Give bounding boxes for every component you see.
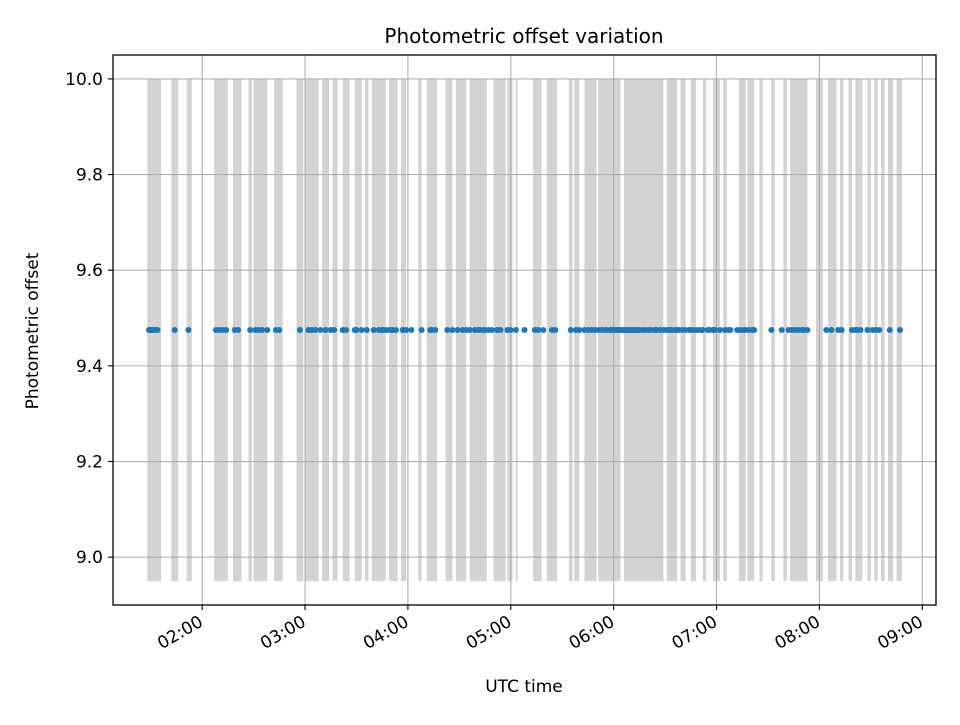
- x-axis-label: UTC time: [485, 677, 563, 697]
- data-point-0-18: [264, 327, 271, 333]
- data-point-0-50: [444, 327, 451, 333]
- data-point-0-17: [259, 327, 266, 333]
- data-point-0-24: [312, 327, 319, 333]
- data-point-0-71: [540, 327, 547, 333]
- data-point-0-52: [454, 327, 461, 333]
- data-points: [146, 327, 903, 333]
- data-point-0-74: [567, 327, 574, 333]
- data-point-0-162: [876, 327, 883, 333]
- data-point-0-76: [576, 327, 583, 333]
- y-tick-label-5: 10.0: [65, 70, 103, 90]
- data-point-0-131: [716, 327, 723, 333]
- data-point-0-46: [418, 327, 425, 333]
- data-point-0-163: [886, 327, 893, 333]
- data-point-0-42: [392, 327, 399, 333]
- exposure-band-41: [759, 78, 763, 582]
- data-point-0-67: [512, 327, 519, 333]
- data-point-0-7: [185, 327, 192, 333]
- data-point-0-143: [778, 327, 785, 333]
- exposure-band-52: [881, 78, 885, 582]
- data-point-0-45: [408, 327, 415, 333]
- data-point-0-126: [699, 327, 706, 333]
- data-point-0-5: [154, 327, 161, 333]
- data-point-0-35: [370, 327, 377, 333]
- data-point-0-134: [727, 327, 734, 333]
- data-point-0-49: [432, 327, 439, 333]
- data-point-0-6: [171, 327, 178, 333]
- y-tick-label-0: 9.0: [76, 548, 103, 568]
- data-point-0-33: [358, 327, 365, 333]
- data-point-0-14: [247, 327, 254, 333]
- plot-frame: [112, 54, 937, 606]
- data-point-0-152: [828, 327, 835, 333]
- data-point-0-30: [343, 327, 350, 333]
- y-tick-label-4: 9.8: [76, 166, 103, 186]
- data-point-0-62: [488, 327, 495, 333]
- data-point-0-158: [857, 327, 864, 333]
- data-point-0-13: [235, 327, 242, 333]
- y-axis-label: Photometric offset: [23, 252, 43, 409]
- data-point-0-151: [823, 327, 830, 333]
- data-point-0-26: [322, 327, 329, 333]
- data-point-0-34: [363, 327, 370, 333]
- data-point-0-28: [331, 327, 338, 333]
- data-point-0-73: [552, 327, 559, 333]
- data-point-0-130: [711, 327, 718, 333]
- exposure-band-43: [783, 78, 787, 582]
- y-tick-label-3: 9.6: [76, 261, 103, 281]
- data-point-0-66: [507, 327, 514, 333]
- data-point-0-44: [403, 327, 410, 333]
- y-tick-label-1: 9.2: [76, 453, 103, 473]
- data-point-0-32: [353, 327, 360, 333]
- data-point-0-64: [497, 327, 504, 333]
- chart-title: Photometric offset variation: [384, 24, 663, 48]
- data-point-0-21: [296, 327, 303, 333]
- data-point-0-20: [276, 327, 283, 333]
- data-point-0-150: [804, 327, 811, 333]
- y-tick-label-2: 9.4: [76, 357, 103, 377]
- data-point-0-154: [838, 327, 845, 333]
- data-point-0-159: [864, 327, 871, 333]
- data-point-0-142: [768, 327, 775, 333]
- data-point-0-70: [535, 327, 542, 333]
- data-point-0-51: [449, 327, 456, 333]
- data-point-0-68: [521, 327, 528, 333]
- data-point-0-11: [223, 327, 230, 333]
- data-point-0-55: [466, 327, 473, 333]
- data-point-0-25: [317, 327, 324, 333]
- data-point-0-164: [896, 327, 903, 333]
- data-point-0-141: [751, 327, 758, 333]
- y-ticks: 9.0 9.2 9.4 9.6 9.8 10.0: [65, 70, 113, 568]
